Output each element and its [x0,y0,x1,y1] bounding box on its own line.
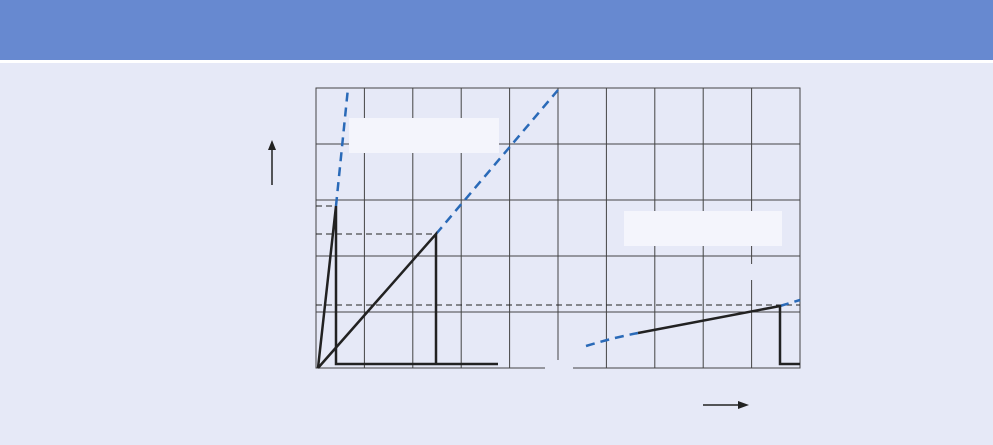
arrow-head [738,401,749,409]
pulse-line [317,230,438,369]
extrapolation-line [585,298,801,348]
pulse-line [637,304,800,366]
gap [545,360,573,372]
label-box [624,211,782,246]
label-box [349,118,499,153]
gap [748,264,756,280]
x-arrow [703,401,749,409]
arrow-head [268,140,276,150]
header-bar [0,0,993,60]
header-divider [0,60,993,63]
extrapolation-line [435,89,559,235]
y-arrow [268,140,276,185]
extrapolation-line [334,87,350,207]
pulse-line [316,205,498,369]
